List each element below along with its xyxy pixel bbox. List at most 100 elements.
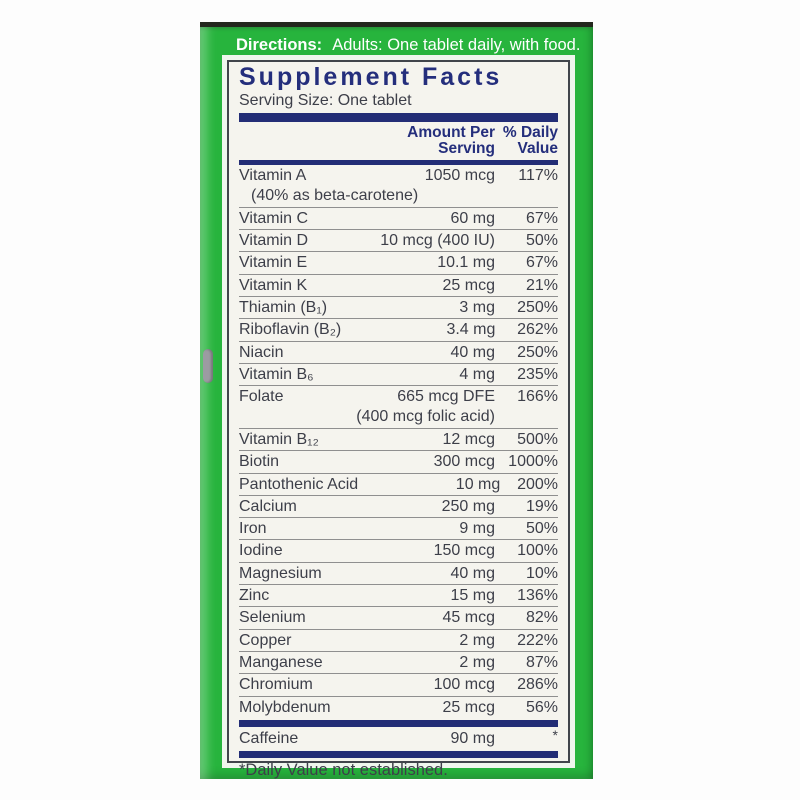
cell-name: Vitamin E <box>239 254 308 272</box>
cell-daily-value: 166% <box>517 388 558 406</box>
cell-amount: 4 mg <box>459 365 495 383</box>
table-row: Thiamin (B₁) 3 mg 250% <box>239 295 558 318</box>
cell-amount: 250 mg <box>441 497 495 515</box>
cell-daily-value: 200% <box>517 475 558 493</box>
cell-daily-value: 222% <box>517 631 558 649</box>
cell-name: Vitamin K <box>239 276 308 294</box>
cell-amount: 10 mg <box>455 475 501 493</box>
cell-name: Zinc <box>239 587 270 605</box>
box-edge-smudge <box>203 349 213 383</box>
cell-daily-value: 19% <box>525 497 558 515</box>
cell-amount: 150 mcg <box>433 542 495 560</box>
table-row: Manganese 2 mg 87% <box>239 650 558 673</box>
table-row: Vitamin C 60 mg 67% <box>239 206 558 229</box>
table-row: Chromium 100 mcg 286% <box>239 673 558 695</box>
table-row: Vitamin A 1050 mcg 117% (40% as beta-carote… <box>239 165 558 207</box>
cell-name: Selenium <box>239 609 306 627</box>
table-row: Vitamin B₆ 4 mg 235% <box>239 362 558 385</box>
table-row: Vitamin K 25 mcg 21% <box>239 273 558 296</box>
table-row: Magnesium 40 mg 10% <box>239 561 558 584</box>
cell-amount: 300 mcg <box>433 453 495 471</box>
table-row: Vitamin E 10.1 mg 67% <box>239 251 558 273</box>
cell-name: Molybdenum <box>239 698 331 716</box>
cell-daily-value: 262% <box>517 321 558 339</box>
table-row: Iodine 150 mcg 100% <box>239 539 558 561</box>
supplement-facts-panel: Supplement Facts Serving Size: One table… <box>227 60 570 779</box>
cell-amount: 40 mg <box>450 564 495 582</box>
table-row: Vitamin B₁₂ 12 mcg 500% <box>239 427 558 450</box>
table-row: Folate 665 mcg DFE 166% (400 mcg folic acid… <box>239 385 558 428</box>
table-row: Iron 9 mg 50% <box>239 517 558 539</box>
table-header: Amount Per Serving % Daily Value <box>239 124 558 158</box>
table-row: Zinc 15 mg 136% <box>239 584 558 606</box>
cell-daily-value: 286% <box>517 676 558 694</box>
cell-name: Vitamin A <box>239 167 307 184</box>
cell-amount: 100 mcg <box>433 676 495 694</box>
cell-amount: 40 mg <box>450 343 495 361</box>
cell-name: Vitamin B₆ <box>239 365 314 383</box>
directions-text: Adults: One tablet daily, with food. <box>332 36 581 54</box>
serving-size: Serving Size: One tablet <box>239 92 412 109</box>
cell-name: Magnesium <box>239 564 322 582</box>
cell-daily-value: 136% <box>517 587 558 605</box>
cell-name: Vitamin C <box>239 209 309 227</box>
cell-name: Riboflavin (B₂) <box>239 321 342 339</box>
row-note: (400 mcg folic acid) <box>356 408 495 426</box>
cell-daily-value: 50% <box>525 232 558 250</box>
table-row: Calcium 250 mg 19% <box>239 494 558 517</box>
header-daily-value: % Daily Value <box>495 125 558 156</box>
cell-name: Vitamin B₁₂ <box>239 430 319 448</box>
table-row: Selenium 45 mcg 82% <box>239 606 558 628</box>
header-amount-line1: Amount Per <box>407 124 495 141</box>
cell-name: Vitamin D <box>239 232 309 250</box>
cell-amount: 25 mcg <box>442 698 495 716</box>
footnote: *Daily Value not established. <box>239 761 448 780</box>
cell-amount: 2 mg <box>459 631 495 649</box>
cell-daily-value: 50% <box>525 520 558 538</box>
cell-daily-value: 1000% <box>508 453 558 471</box>
row-note: (40% as beta-carotene) <box>251 187 419 205</box>
cell-daily-value: 67% <box>525 209 558 227</box>
cell-daily-value: 235% <box>517 365 558 383</box>
divider-bar-under-header <box>239 160 558 165</box>
directions-label: Directions: <box>236 36 323 54</box>
cell-name: Calcium <box>239 497 297 515</box>
table-row: Niacin 40 mg 250% <box>239 340 558 363</box>
cell-amount: 12 mcg <box>442 430 495 448</box>
panel-title: Supplement Facts <box>239 63 503 91</box>
cell-daily-value: 100% <box>517 542 558 560</box>
nutrient-table: Vitamin A 1050 mcg 117% (40% as beta-carote… <box>239 165 558 718</box>
header-dv-line1: % Daily <box>502 124 558 141</box>
green-box-panel: Directions: Adults: One tablet daily, wit… <box>200 22 593 779</box>
header-dv-line2: Value <box>517 139 559 157</box>
cell-amount: 665 mcg DFE <box>397 388 495 406</box>
cell-name: Chromium <box>239 676 313 694</box>
cell-amount: 60 mg <box>450 209 495 227</box>
cell-daily-value: 10% <box>525 564 558 582</box>
cell-daily-value: 82% <box>525 609 558 627</box>
table-row-caffeine: Caffeine 90 mg * <box>239 726 558 749</box>
table-row: Pantothenic Acid 10 mg 200% <box>239 472 558 495</box>
cell-name: Folate <box>239 388 284 406</box>
cell-name: Caffeine <box>239 729 299 747</box>
header-spacer <box>239 125 340 156</box>
cell-amount: 9 mg <box>459 520 495 538</box>
cell-amount: 2 mg <box>459 653 495 671</box>
cell-daily-value: * <box>552 726 558 743</box>
directions-line: Directions: Adults: One tablet daily, wit… <box>236 35 580 55</box>
cell-amount: 90 mg <box>450 729 495 747</box>
cell-daily-value: 117% <box>518 167 558 184</box>
cell-amount: 10.1 mg <box>437 254 495 272</box>
cell-amount: 3 mg <box>459 298 495 316</box>
cell-daily-value: 87% <box>525 653 558 671</box>
cell-name: Biotin <box>239 453 280 471</box>
cell-daily-value: 500% <box>517 430 558 448</box>
cell-daily-value: 250% <box>517 343 558 361</box>
table-row: Vitamin D 10 mcg (400 IU) 50% <box>239 229 558 251</box>
cell-name: Manganese <box>239 653 323 671</box>
cell-name: Pantothenic Acid <box>239 475 359 493</box>
cell-amount: 1050 mcg <box>424 167 495 184</box>
cell-amount: 10 mcg (400 IU) <box>380 232 495 250</box>
table-row: Molybdenum 25 mcg 56% <box>239 695 558 718</box>
